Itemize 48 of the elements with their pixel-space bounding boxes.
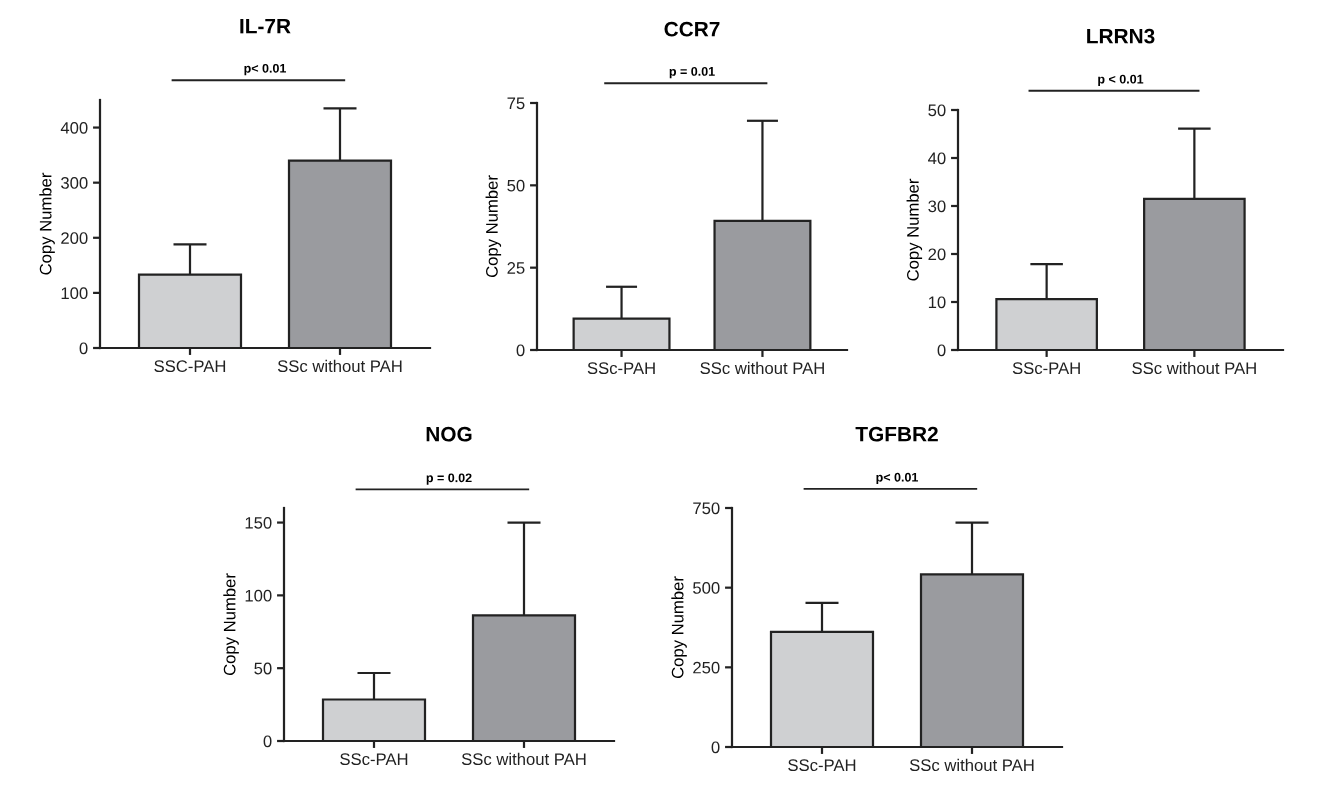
x-tick-label: SSc without PAH xyxy=(909,758,1034,772)
x-tick-label: SSc-PAH xyxy=(340,753,408,766)
y-axis-title: Copy Number xyxy=(671,576,687,679)
y-tick-label: 20 xyxy=(928,248,946,261)
y-axis-title: Copy Number xyxy=(223,573,239,676)
x-tick-label: SSc-PAH xyxy=(788,759,856,772)
text: p < 0.01 xyxy=(1098,74,1144,86)
y-tick-label: 10 xyxy=(928,296,946,309)
y-tick-label: 50 xyxy=(254,662,272,675)
y-tick-label: 0 xyxy=(937,344,946,357)
y-tick-label: 50 xyxy=(507,179,525,192)
chart-title: IL-7R xyxy=(240,19,291,34)
y-tick-label: 250 xyxy=(693,661,720,674)
x-tick-label: SSc without PAH xyxy=(700,361,824,375)
y-tick-label: 750 xyxy=(693,502,720,515)
text: p< 0.01 xyxy=(876,472,919,485)
x-tick-label: SSc without PAH xyxy=(461,752,586,766)
x-tick-label: SSc-PAH xyxy=(587,362,655,375)
text: p< 0.01 xyxy=(244,63,287,76)
x-tick-label: SSC-PAH xyxy=(154,360,226,373)
chart-title: CCR7 xyxy=(664,21,720,37)
y-tick-label: 100 xyxy=(245,589,272,602)
x-tick-label: SSc without PAH xyxy=(277,359,402,373)
x-tick-label: SSc-PAH xyxy=(1012,362,1080,375)
y-tick-label: 0 xyxy=(516,344,525,357)
y-tick-label: 40 xyxy=(928,152,946,165)
text: p = 0.01 xyxy=(669,66,715,79)
y-tick-label: 25 xyxy=(507,262,525,274)
y-tick-label: 400 xyxy=(60,121,88,134)
x-tick-label: SSc without PAH xyxy=(1132,361,1256,375)
y-tick-label: 300 xyxy=(61,177,88,189)
y-tick-label: 75 xyxy=(507,97,525,110)
y-axis-title: Copy Number xyxy=(39,172,55,275)
y-tick-label: 150 xyxy=(245,516,272,529)
y-tick-label: 100 xyxy=(61,287,88,300)
y-tick-label: 0 xyxy=(79,342,88,355)
y-tick-label: 500 xyxy=(693,582,720,594)
y-tick-label: 50 xyxy=(928,104,946,117)
y-axis-title: Copy Number xyxy=(906,178,923,281)
y-tick-label: 200 xyxy=(61,232,88,244)
chart-title: NOG xyxy=(426,426,472,442)
y-axis-title: Copy Number xyxy=(485,175,502,278)
chart-title: TGFBR2 xyxy=(855,426,938,442)
chart-title: LRRN3 xyxy=(1087,28,1155,44)
text: p = 0.02 xyxy=(426,473,472,485)
y-tick-label: 30 xyxy=(928,200,946,213)
y-tick-label: 0 xyxy=(711,741,720,754)
y-tick-label: 0 xyxy=(263,735,272,748)
